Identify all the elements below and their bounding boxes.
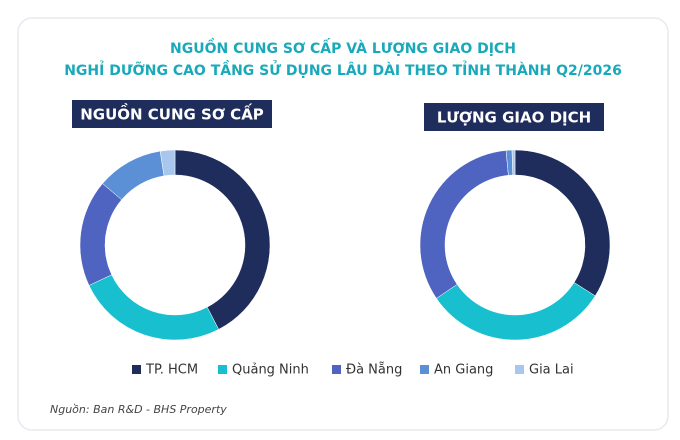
legend-label: An Giang — [434, 363, 493, 378]
subtitle-box — [424, 103, 604, 131]
legend-label: Quảng Ninh — [232, 363, 309, 378]
subtitle-box — [72, 100, 272, 128]
legend-swatch — [218, 365, 227, 374]
legend-label: Đà Nẵng — [346, 363, 402, 378]
legend-swatch — [332, 365, 341, 374]
legend-swatch — [132, 365, 141, 374]
donut-slice — [159, 149, 176, 177]
chart-title: LƯỢNG GIAO DỊCH — [437, 109, 591, 127]
donut-slice — [174, 149, 271, 330]
title-line: NGUỒN CUNG SƠ CẤP VÀ LƯỢNG GIAO DỊCH — [170, 37, 516, 57]
legend-label: Gia Lai — [529, 363, 574, 378]
chart-title: NGUỒN CUNG SƠ CẤP — [80, 102, 264, 124]
source: Nguồn: Ban R&D - BHS Property — [50, 403, 227, 416]
donut-slice — [511, 149, 516, 176]
legend-swatch — [515, 365, 524, 374]
legend-label: TP. HCM — [145, 363, 198, 378]
title-line: NGHỈ DƯỠNG CAO TẦNG SỬ DỤNG LÂU DÀI THEO… — [64, 60, 622, 79]
legend-swatch — [420, 365, 429, 374]
